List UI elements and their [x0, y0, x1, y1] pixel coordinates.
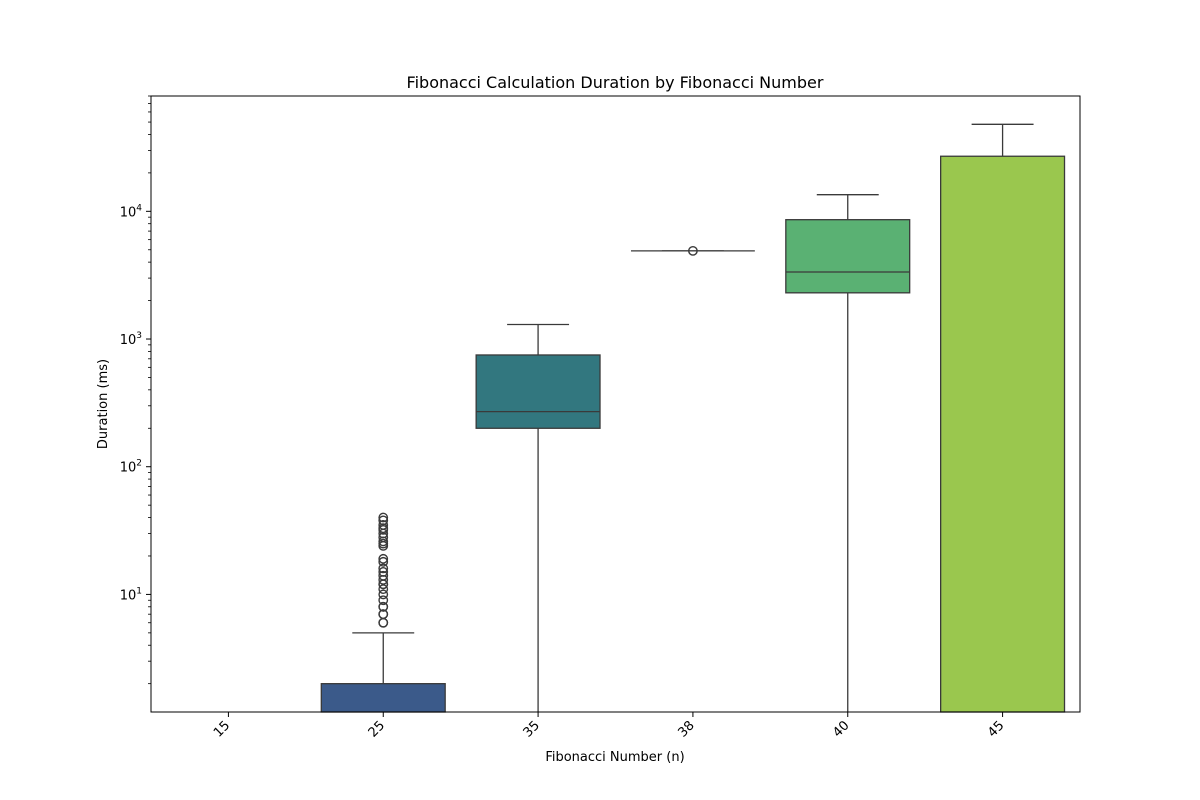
outlier-25-8	[378, 584, 389, 595]
plot-frame	[150, 95, 1081, 713]
x-axis-label: Fibonacci Number (n)	[545, 750, 684, 765]
box-25	[320, 683, 446, 713]
y-tick-label-100: 102	[120, 459, 142, 476]
outlier-25-6	[378, 595, 389, 606]
chart-title: Fibonacci Calculation Duration by Fibona…	[407, 73, 824, 92]
outlier-25-16	[378, 553, 389, 564]
outlier-25-25	[378, 515, 389, 526]
outlier-38-0	[688, 245, 698, 256]
outlier-25-26	[378, 512, 389, 523]
y-axis-label: Duration (ms)	[96, 359, 111, 449]
box-40	[785, 219, 911, 294]
outlier-25-13	[378, 567, 389, 577]
outlier-25-15	[378, 556, 389, 567]
outlier-25-7	[378, 589, 389, 600]
outlier-25-24	[378, 520, 389, 530]
box-45	[940, 155, 1066, 713]
y-tick-label-1000: 103	[120, 331, 142, 348]
box-35	[475, 354, 601, 429]
outlier-25-20	[378, 532, 389, 543]
y-tick-label-10000: 104	[120, 203, 143, 220]
outlier-25-5	[378, 601, 389, 612]
y-tick-label-10: 101	[120, 586, 142, 603]
outlier-25-12	[378, 570, 389, 581]
outlier-25-14	[378, 563, 389, 574]
outlier-25-3	[378, 609, 389, 620]
